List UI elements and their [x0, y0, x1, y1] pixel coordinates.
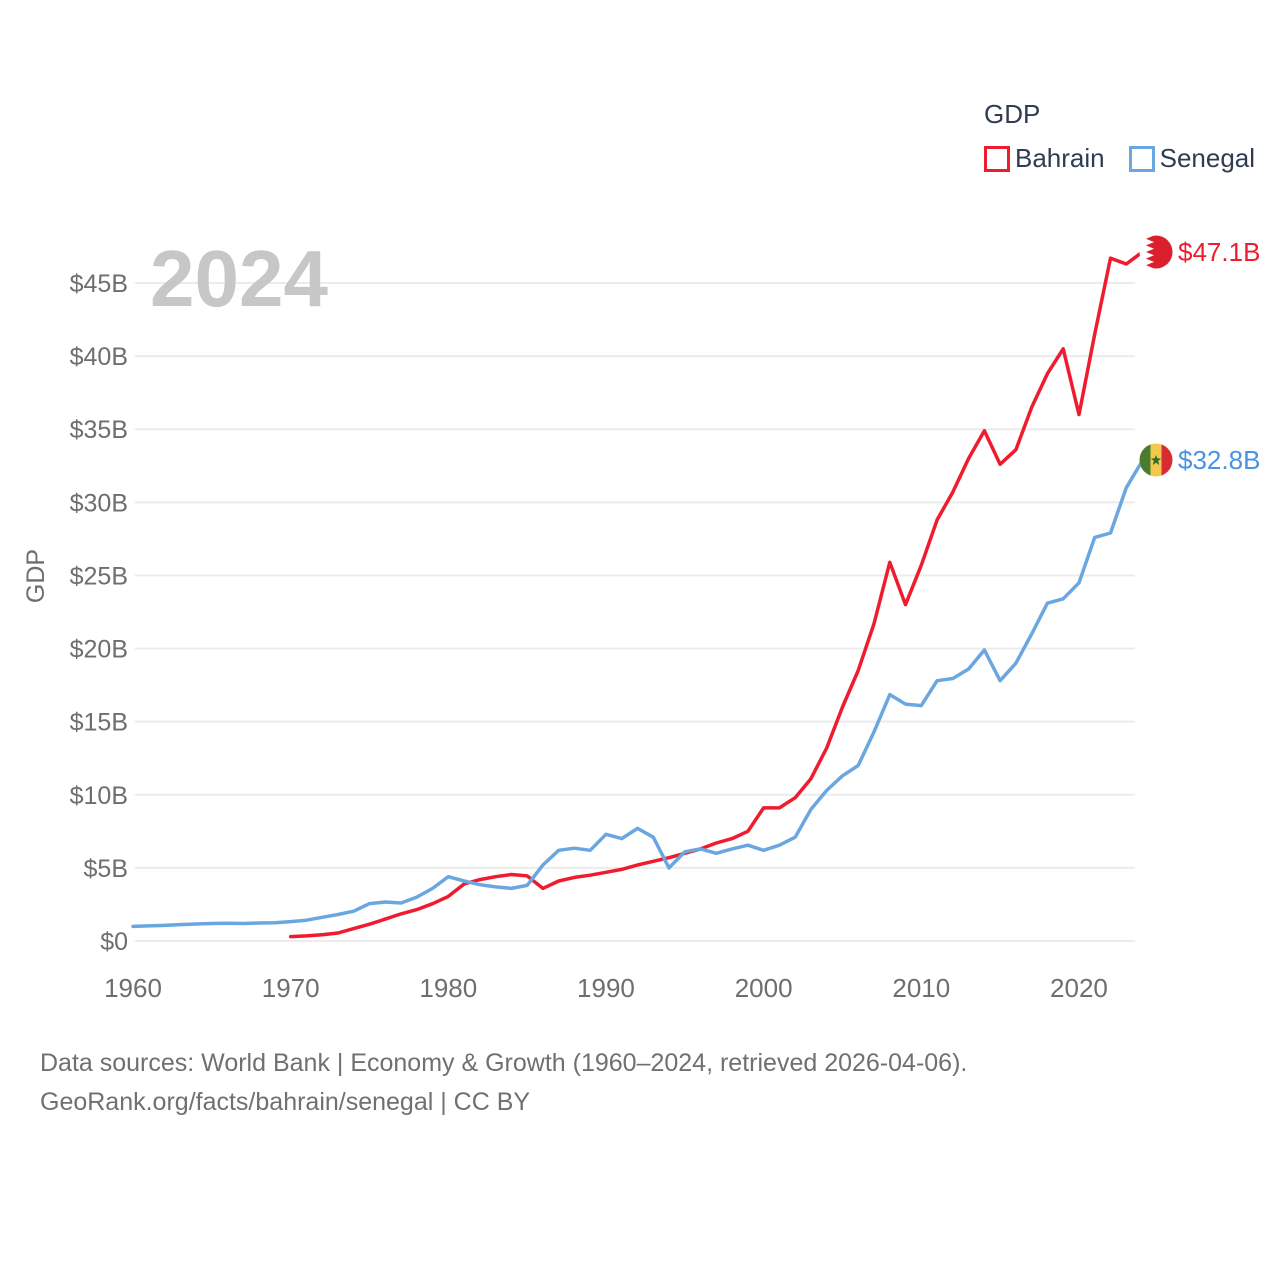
y-tick-label: $15B	[70, 709, 128, 737]
data-source-line: Data sources: World Bank | Economy & Gro…	[40, 1049, 968, 1077]
x-tick-label: 1980	[419, 973, 477, 1003]
x-axis-tick-labels: 1960 1970 1980 1990 2000 2010 2020	[104, 973, 1108, 1003]
y-tick-label: $10B	[70, 782, 128, 810]
legend: GDP Bahrain Senegal	[984, 99, 1255, 174]
y-tick-label: $20B	[70, 636, 128, 664]
legend-item-bahrain[interactable]: Bahrain	[984, 143, 1105, 174]
senegal-swatch-icon	[1128, 145, 1155, 172]
x-tick-label: 1960	[104, 973, 162, 1003]
legend-label-senegal: Senegal	[1159, 143, 1256, 173]
legend-label-bahrain: Bahrain	[1015, 143, 1105, 173]
x-tick-label: 2000	[735, 973, 793, 1003]
bahrain-flag-icon	[1139, 235, 1173, 269]
legend-title: GDP	[984, 99, 1041, 129]
x-tick-label: 1990	[577, 973, 635, 1003]
legend-item-senegal[interactable]: Senegal	[1128, 143, 1256, 174]
senegal-flag-icon	[1139, 443, 1173, 477]
senegal-value-label: $32.8B	[1178, 445, 1260, 475]
bahrain-swatch-icon	[984, 145, 1010, 172]
y-axis-tick-labels: $0 $5B $10B $15B $20B $25B $30B $35B $40B $45B	[70, 270, 128, 956]
y-tick-label: $25B	[70, 562, 128, 590]
y-tick-label: $35B	[70, 416, 128, 444]
year-watermark: 2024	[150, 234, 328, 323]
footer: Data sources: World Bank | Economy & Gro…	[40, 1044, 967, 1122]
x-tick-label: 1970	[262, 973, 320, 1003]
senegal-line	[131, 459, 1144, 929]
y-axis-title: GDP	[22, 549, 50, 603]
attribution-line: GeoRank.org/facts/bahrain/senegal | CC B…	[40, 1088, 531, 1116]
x-tick-label: 2020	[1050, 973, 1108, 1003]
y-tick-label: $5B	[84, 855, 128, 883]
series-lines	[131, 250, 1144, 939]
y-tick-label: $0	[100, 928, 128, 956]
y-tick-label: $45B	[70, 270, 128, 298]
bahrain-line	[288, 250, 1144, 939]
x-tick-label: 2010	[892, 973, 950, 1003]
y-tick-label: $30B	[70, 489, 128, 517]
gridlines	[135, 282, 1135, 942]
y-tick-label: $40B	[70, 343, 128, 371]
bahrain-value-label: $47.1B	[1178, 237, 1260, 267]
